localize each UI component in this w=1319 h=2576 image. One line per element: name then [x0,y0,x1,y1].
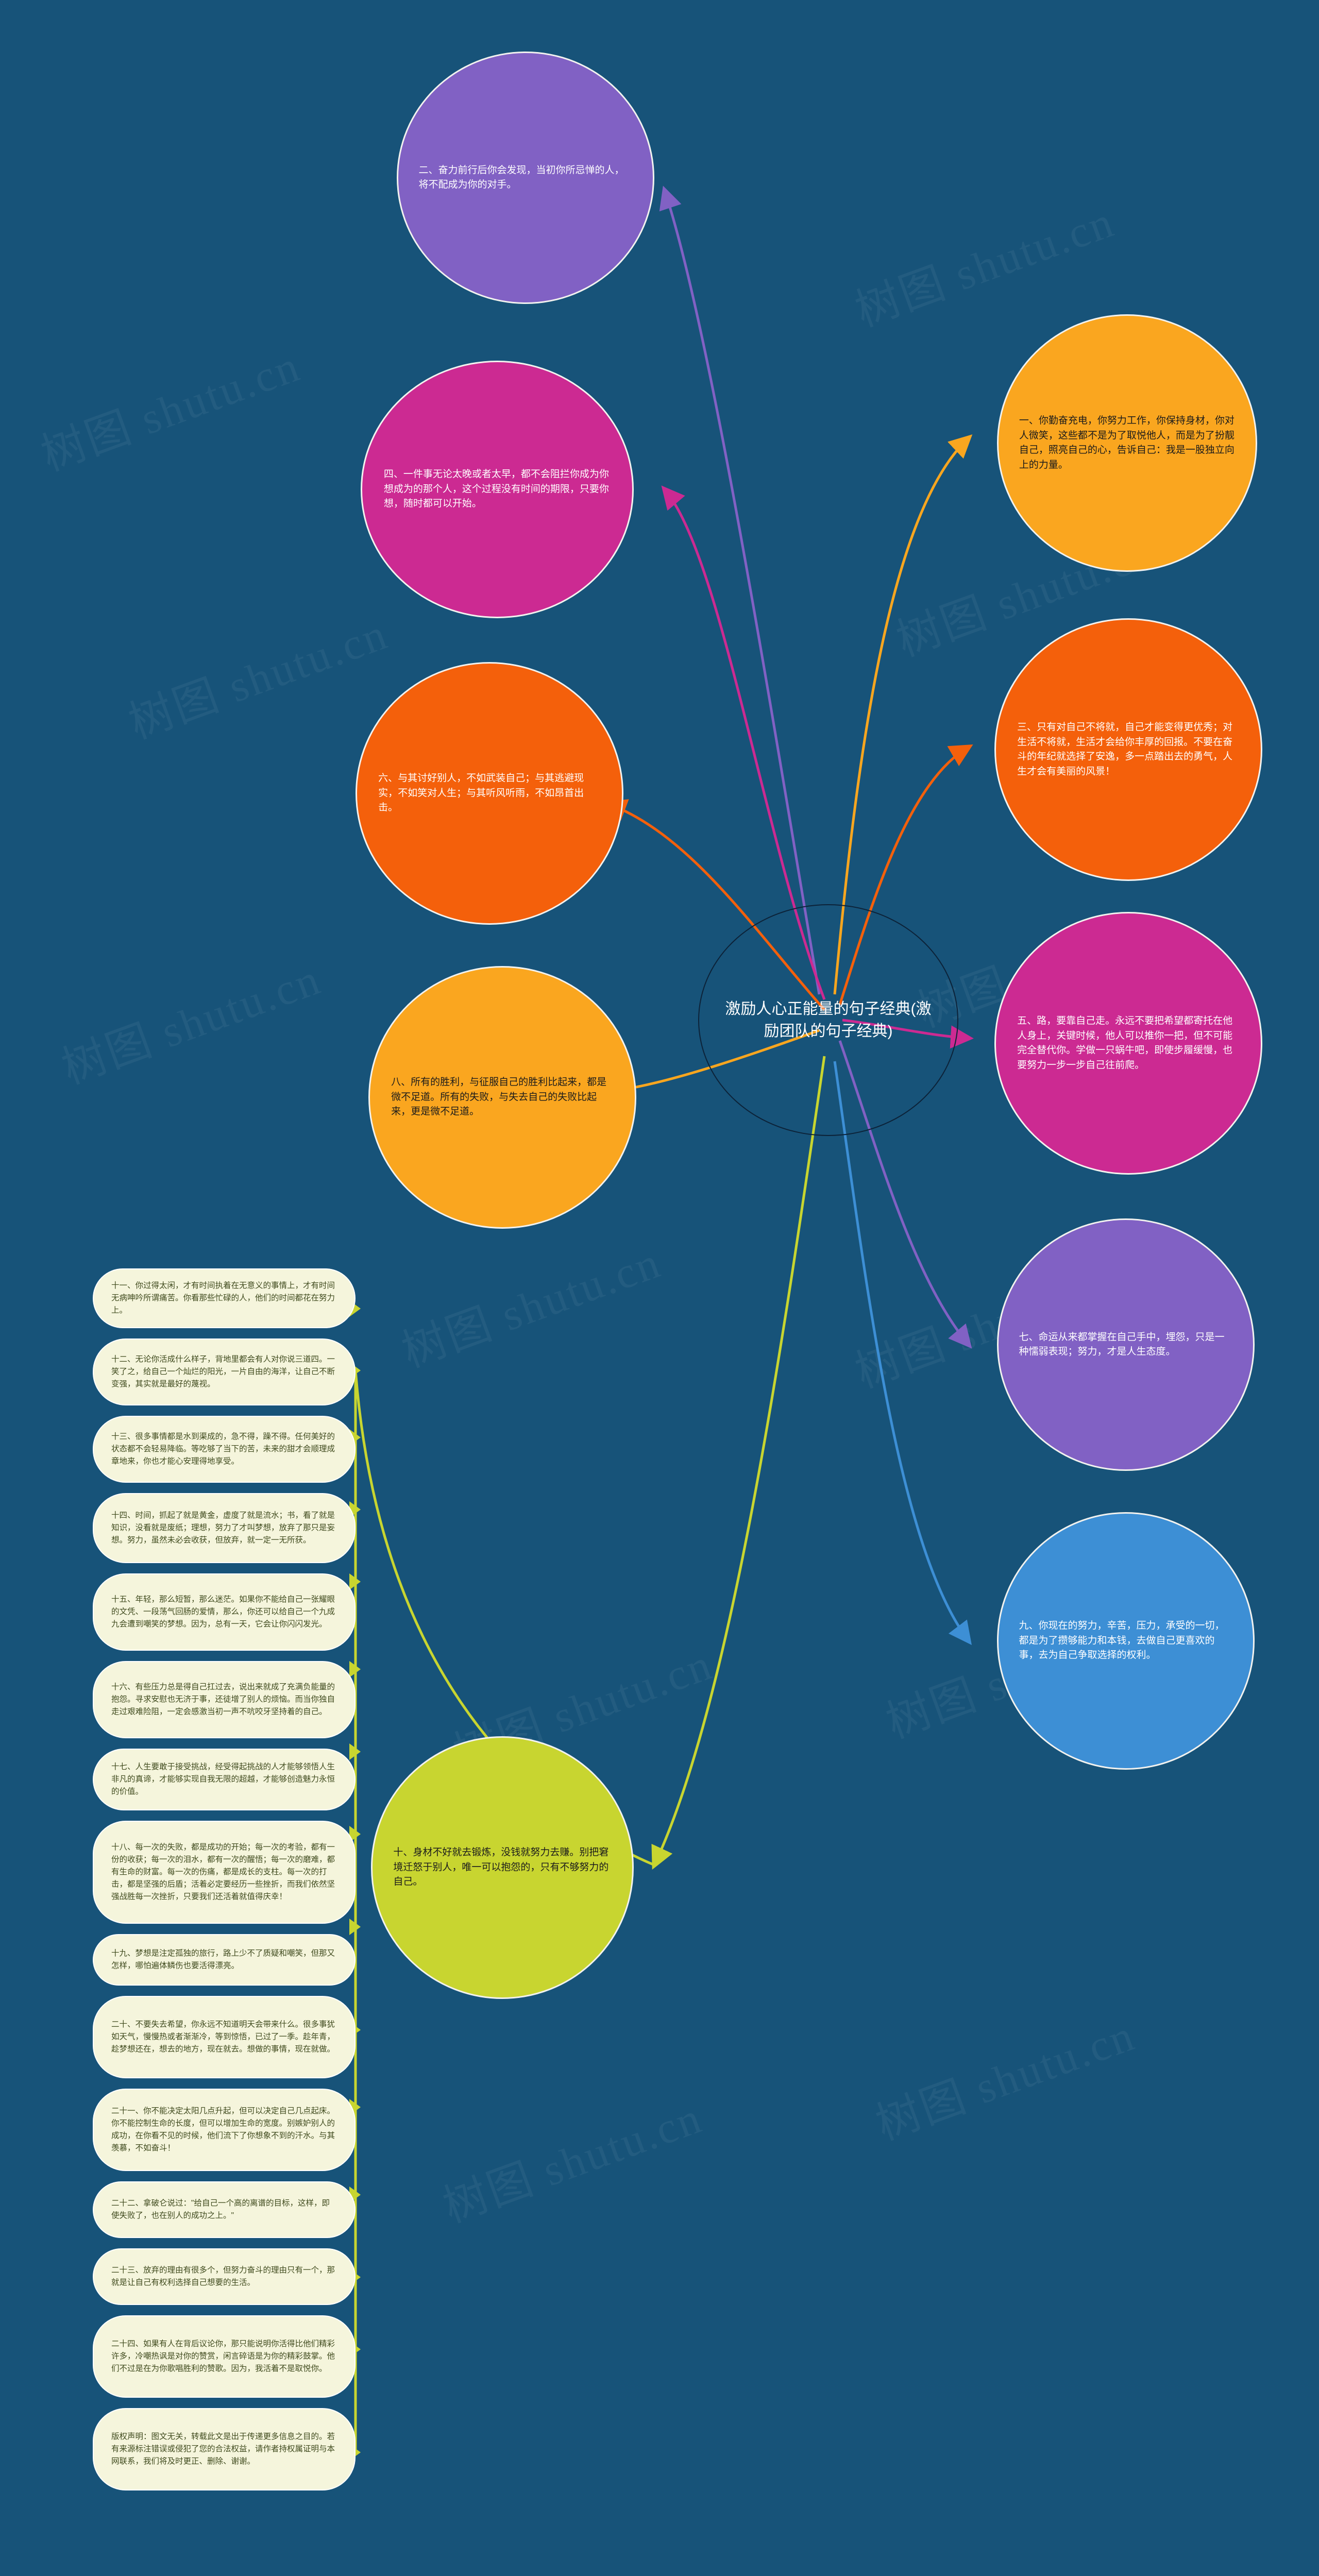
list-item[interactable]: 二十一、你不能决定太阳几点升起，但可以决定自己几点起床。你不能控制生命的长度，但… [93,2089,356,2171]
list-item[interactable]: 十五、年轻，那么短暂，那么迷茫。如果你不能给自己一张耀眼的文凭、一段荡气回肠的爱… [93,1573,356,1651]
list-item[interactable]: 二十四、如果有人在背后议论你，那只能说明你活得比他们精彩许多，冷嘲热讽是对你的赞… [93,2315,356,2398]
list-item[interactable]: 二十二、拿破仑说过："给自己一个高的离谱的目标，这样，即使失败了，也在别人的成功… [93,2181,356,2238]
list-item[interactable]: 十三、很多事情都是水到渠成的，急不得，躁不得。任何美好的状态都不会轻易降临。等吃… [93,1416,356,1483]
topic-bubble-10[interactable]: 十、身材不好就去锻炼，没钱就努力去赚。别把窘境迁怒于别人，唯一可以抱怨的，只有不… [371,1736,634,1999]
list-item-text: 二十一、你不能决定太阳几点升起，但可以决定自己几点起床。你不能控制生命的长度，但… [111,2106,335,2153]
topic-bubble-text: 八、所有的胜利，与征服自己的胜利比起来，都是微不足道。所有的失败，与失去自己的失… [391,1077,607,1117]
list-item-text: 十九、梦想是注定孤独的旅行，路上少不了质疑和嘲笑，但那又怎样，哪怕遍体鳞伤也要活… [111,1948,335,1970]
topic-bubble-4[interactable]: 四、一件事无论太晚或者太早，都不会阻拦你成为你想成为的那个人，这个过程没有时间的… [361,361,634,618]
topic-bubble-text: 五、路，要靠自己走。永远不要把希望都寄托在他人身上，关键时候，他人可以推你一把，… [1017,1015,1233,1071]
topic-bubble-text: 二、奋力前行后你会发现，当初你所忌惮的人，将不配成为你的对手。 [418,164,624,191]
list-item[interactable]: 版权声明：图文无关，转载此文是出于传递更多信息之目的。若有来源标注错误或侵犯了您… [93,2408,356,2490]
list-item-text: 十六、有些压力总是得自己扛过去，说出来就成了充满负能量的抱怨。寻求安慰也无济于事… [111,1682,335,1716]
list-item[interactable]: 十七、人生要敢于接受挑战，经受得起挑战的人才能够领悟人生非凡的真谛，才能够实现自… [93,1749,356,1810]
list-item[interactable]: 十一、你过得太闲，才有时间执着在无意义的事情上，才有时间无病呻吟所谓痛苦。你看那… [93,1268,356,1328]
watermark: 树图 shutu.cn [35,341,307,480]
watermark: 树图 shutu.cn [436,2092,709,2232]
watermark: 树图 shutu.cn [122,608,395,748]
list-item[interactable]: 十六、有些压力总是得自己扛过去，说出来就成了充满负能量的抱怨。寻求安慰也无济于事… [93,1661,356,1738]
list-item-text: 十二、无论你活成什么样子，背地里都会有人对你说三道四。一笑了之，给自己一个灿烂的… [111,1354,335,1388]
central-topic-label: 激励人心正能量的句子经典(激励团队的句子经典) [725,1000,932,1040]
list-item-text: 十五、年轻，那么短暂，那么迷茫。如果你不能给自己一张耀眼的文凭、一段荡气回肠的爱… [111,1595,335,1629]
topic-bubble-3[interactable]: 三、只有对自己不将就，自己才能变得更优秀；对生活不将就，生活才会给你丰厚的回报。… [994,618,1262,881]
list-item-text: 二十三、放弃的理由有很多个，但努力奋斗的理由只有一个，那就是让自己有权利选择自己… [111,2265,335,2287]
watermark: 树图 shutu.cn [849,196,1121,336]
topic-bubble-1[interactable]: 一、你勤奋充电，你努力工作，你保持身材，你对人微笑，这些都不是为了取悦他人，而是… [997,314,1257,572]
list-item-text: 十八、每一次的失败，都是成功的开始；每一次的考验，都有一份的收获；每一次的泪水，… [111,1842,335,1902]
list-item-text: 十七、人生要敢于接受挑战，经受得起挑战的人才能够领悟人生非凡的真谛，才能够实现自… [111,1762,335,1796]
topic-bubble-text: 一、你勤奋充电，你努力工作，你保持身材，你对人微笑，这些都不是为了取悦他人，而是… [1019,415,1235,470]
topic-bubble-text: 九、你现在的努力，辛苦，压力，承受的一切，都是为了攒够能力和本钱，去做自己更喜欢… [1019,1620,1225,1661]
topic-bubble-9[interactable]: 九、你现在的努力，辛苦，压力，承受的一切，都是为了攒够能力和本钱，去做自己更喜欢… [997,1512,1255,1770]
topic-bubble-text: 十、身材不好就去锻炼，没钱就努力去赚。别把窘境迁怒于别人，唯一可以抱怨的，只有不… [393,1847,609,1888]
list-item[interactable]: 十九、梦想是注定孤独的旅行，路上少不了质疑和嘲笑，但那又怎样，哪怕遍体鳞伤也要活… [93,1934,356,1986]
list-item[interactable]: 二十三、放弃的理由有很多个，但努力奋斗的理由只有一个，那就是让自己有权利选择自己… [93,2248,356,2305]
central-topic-node[interactable]: 激励人心正能量的句子经典(激励团队的句子经典) [698,904,958,1136]
list-item-text: 十四、时间，抓起了就是黄金，虚度了就是流水；书，看了就是知识，没看就是废纸；理想… [111,1511,335,1545]
list-item-text: 十一、你过得太闲，才有时间执着在无意义的事情上，才有时间无病呻吟所谓痛苦。你看那… [111,1281,335,1315]
list-item-text: 版权声明：图文无关，转载此文是出于传递更多信息之目的。若有来源标注错误或侵犯了您… [111,2432,335,2466]
topic-bubble-5[interactable]: 五、路，要靠自己走。永远不要把希望都寄托在他人身上，关键时候，他人可以推你一把，… [994,912,1262,1175]
topic-bubble-text: 四、一件事无论太晚或者太早，都不会阻拦你成为你想成为的那个人，这个过程没有时间的… [383,469,609,510]
topic-bubble-text: 三、只有对自己不将就，自己才能变得更优秀；对生活不将就，生活才会给你丰厚的回报。… [1017,722,1233,777]
list-item-text: 二十二、拿破仑说过："给自己一个高的离谱的目标，这样，即使失败了，也在别人的成功… [111,2198,330,2220]
topic-bubble-text: 七、命运从来都掌握在自己手中，埋怨，只是一种懦弱表现；努力，才是人生态度。 [1019,1331,1225,1358]
list-item-text: 二十四、如果有人在背后议论你，那只能说明你活得比他们精彩许多，冷嘲热讽是对你的赞… [111,2339,335,2373]
watermark: 树图 shutu.cn [395,1237,668,1377]
topic-bubble-text: 六、与其讨好别人，不如武装自己；与其逃避现实，不如笑对人生；与其听风听雨，不如昂… [378,773,584,814]
list-item[interactable]: 十四、时间，抓起了就是黄金，虚度了就是流水；书，看了就是知识，没看就是废纸；理想… [93,1493,356,1563]
list-item[interactable]: 二十、不要失去希望，你永远不知道明天会带来什么。很多事犹如天气，慢慢热或者渐渐冷… [93,1996,356,2078]
watermark: 树图 shutu.cn [55,954,328,1093]
list-item[interactable]: 十二、无论你活成什么样子，背地里都会有人对你说三道四。一笑了之，给自己一个灿烂的… [93,1338,356,1405]
topic-bubble-2[interactable]: 二、奋力前行后你会发现，当初你所忌惮的人，将不配成为你的对手。 [397,52,654,304]
list-item-text: 十三、很多事情都是水到渠成的，急不得，躁不得。任何美好的状态都不会轻易降临。等吃… [111,1432,335,1466]
topic-bubble-7[interactable]: 七、命运从来都掌握在自己手中，埋怨，只是一种懦弱表现；努力，才是人生态度。 [997,1218,1255,1471]
topic-bubble-8[interactable]: 八、所有的胜利，与征服自己的胜利比起来，都是微不足道。所有的失败，与失去自己的失… [368,966,636,1229]
watermark: 树图 shutu.cn [869,2010,1142,2149]
list-item[interactable]: 十八、每一次的失败，都是成功的开始；每一次的考验，都有一份的收获；每一次的泪水，… [93,1821,356,1924]
list-item-text: 二十、不要失去希望，你永远不知道明天会带来什么。很多事犹如天气，慢慢热或者渐渐冷… [111,2020,335,2054]
topic-bubble-6[interactable]: 六、与其讨好别人，不如武装自己；与其逃避现实，不如笑对人生；与其听风听雨，不如昂… [356,662,623,925]
